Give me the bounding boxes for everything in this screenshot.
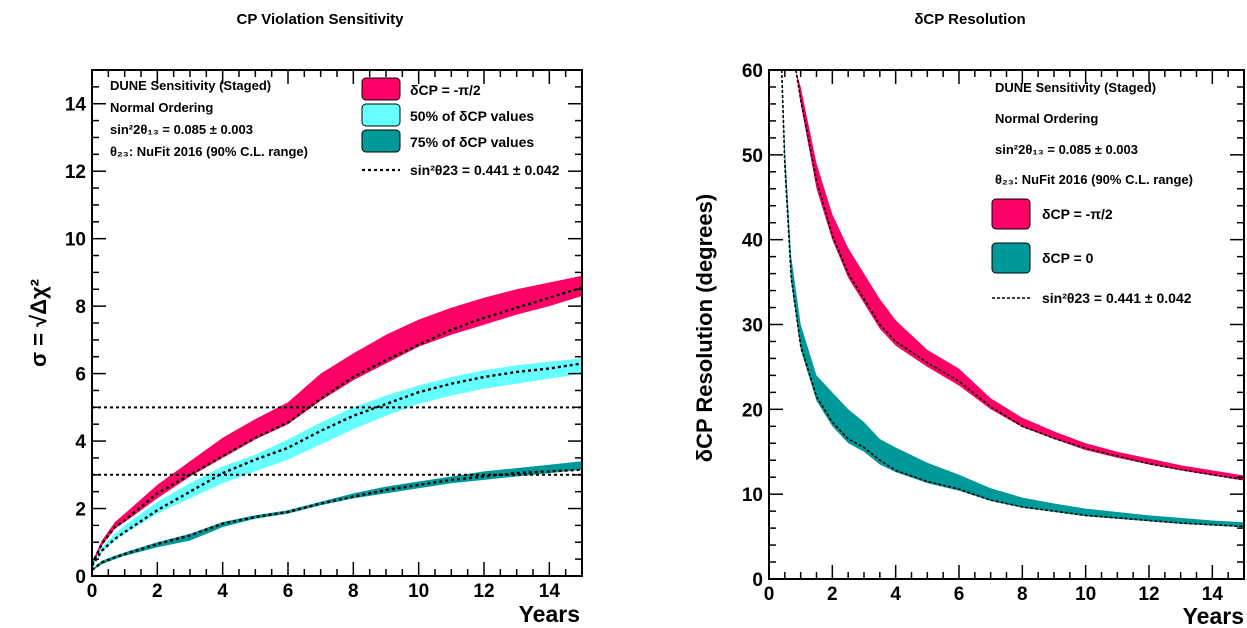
right-note-theta23: θ₂₃: NuFit 2016 (90% C.L. range) <box>995 172 1193 187</box>
left-legend-label-50pct: 50% of δCP values <box>410 108 534 124</box>
left-legend-swatch-pi-half <box>361 77 401 101</box>
left-note-theta13: sin²2θ₁₃ = 0.085 ± 0.003 <box>110 122 253 137</box>
left-x-ticks: 0 2 4 6 8 10 12 14 <box>87 70 583 602</box>
L-y-tick-label: 14 <box>65 95 87 116</box>
right-legend-label-zero: δCP = 0 <box>1042 250 1094 266</box>
L-x-tick-label: 6 <box>283 581 294 602</box>
right-y-axis-label: δCP Resolution (degrees) <box>692 194 717 462</box>
L-central-curve-1 <box>92 362 582 567</box>
L-x-tick-label: 0 <box>87 581 98 602</box>
L-y-tick-label: 6 <box>75 365 86 386</box>
left-panel: CP Violation Sensitivity 0 2 4 6 8 10 12 14 0 2 4… <box>26 11 583 627</box>
L-band-1 <box>92 358 582 568</box>
left-legend-label-theta23: sin²θ23 = 0.441 ± 0.042 <box>410 162 560 178</box>
L-band-2 <box>92 461 582 571</box>
right-y-ticks: 0 10 20 30 40 50 60 <box>742 61 1244 591</box>
left-annotation-block: DUNE Sensitivity (Staged) Normal Orderin… <box>110 78 308 159</box>
R-x-tick-label: 6 <box>954 584 965 605</box>
L-y-tick-label: 0 <box>75 567 86 588</box>
right-note-experiment: DUNE Sensitivity (Staged) <box>995 80 1156 95</box>
R-x-tick-label: 10 <box>1075 584 1096 605</box>
R-x-tick-label: 4 <box>890 584 901 605</box>
left-legend-label-pi-half: δCP = -π/2 <box>410 82 481 98</box>
L-y-tick-label: 10 <box>65 230 86 251</box>
L-y-tick-label: 4 <box>75 432 86 453</box>
right-legend-swatch-pi-half <box>991 198 1031 230</box>
L-y-tick-label: 8 <box>75 297 86 318</box>
L-x-tick-label: 4 <box>217 581 228 602</box>
R-y-tick-label: 60 <box>742 61 763 82</box>
right-note-theta13: sin²2θ₁₃ = 0.085 ± 0.003 <box>995 142 1138 157</box>
R-y-tick-label: 30 <box>742 316 763 337</box>
left-x-axis-label: Years <box>519 601 580 627</box>
L-band-0 <box>92 275 582 566</box>
right-legend: δCP = -π/2 δCP = 0 sin²θ23 = 0.441 ± 0.0… <box>991 198 1192 306</box>
right-note-ordering: Normal Ordering <box>995 111 1098 126</box>
R-x-tick-label: 14 <box>1202 584 1224 605</box>
L-y-tick-label: 12 <box>65 162 86 183</box>
right-annotation-block: DUNE Sensitivity (Staged) Normal Orderin… <box>995 80 1193 187</box>
L-central-curve-0 <box>92 286 582 565</box>
left-y-ticks: 0 2 4 6 8 10 12 14 <box>65 69 582 588</box>
left-title: CP Violation Sensitivity <box>237 11 405 28</box>
left-legend-label-75pct: 75% of δCP values <box>410 134 534 150</box>
L-x-tick-label: 8 <box>348 581 359 602</box>
R-x-tick-label: 12 <box>1138 584 1159 605</box>
L-x-tick-label: 12 <box>473 581 494 602</box>
left-note-theta23: θ₂₃: NuFit 2016 (90% C.L. range) <box>110 144 308 159</box>
right-x-ticks: 0 2 4 6 8 10 12 14 <box>764 70 1245 605</box>
left-y-axis-label: σ = √Δχ² <box>26 279 51 367</box>
R-y-tick-label: 50 <box>742 146 763 167</box>
right-title: δCP Resolution <box>914 11 1025 28</box>
L-x-tick-label: 10 <box>408 581 429 602</box>
right-panel: δCP Resolution 0 2 4 6 8 10 12 14 0 10 20 30 40 50 60… <box>692 11 1245 628</box>
left-note-experiment: DUNE Sensitivity (Staged) <box>110 78 271 93</box>
L-x-tick-label: 14 <box>539 581 561 602</box>
right-legend-swatch-zero <box>991 242 1031 274</box>
right-legend-label-pi-half: δCP = -π/2 <box>1042 206 1113 222</box>
left-legend: δCP = -π/2 50% of δCP values 75% of δCP … <box>361 77 560 178</box>
R-y-tick-label: 0 <box>752 570 763 591</box>
right-legend-label-theta23: sin²θ23 = 0.441 ± 0.042 <box>1042 290 1192 306</box>
left-legend-swatch-75pct <box>361 129 401 153</box>
left-bands <box>92 275 582 571</box>
left-note-ordering: Normal Ordering <box>110 100 213 115</box>
R-x-tick-label: 2 <box>827 584 838 605</box>
left-central-curves <box>92 286 582 571</box>
L-central-curve-2 <box>92 468 582 571</box>
L-y-tick-label: 2 <box>75 500 86 521</box>
R-y-tick-label: 20 <box>742 400 763 421</box>
R-y-tick-label: 10 <box>742 485 763 506</box>
R-x-tick-label: 8 <box>1017 584 1028 605</box>
right-x-axis-label: Years <box>1183 603 1244 628</box>
R-y-tick-label: 40 <box>742 231 763 252</box>
L-x-tick-label: 2 <box>152 581 163 602</box>
R-x-tick-label: 0 <box>764 584 775 605</box>
R-band-0 <box>795 70 1244 481</box>
left-legend-swatch-50pct <box>361 103 401 127</box>
